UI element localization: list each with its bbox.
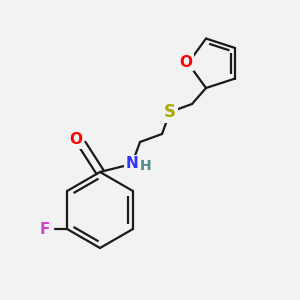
Text: H: H (140, 159, 152, 173)
Text: O: O (179, 55, 193, 70)
Text: F: F (40, 221, 50, 236)
Text: O: O (70, 133, 83, 148)
Text: S: S (164, 103, 176, 121)
Text: N: N (126, 157, 138, 172)
